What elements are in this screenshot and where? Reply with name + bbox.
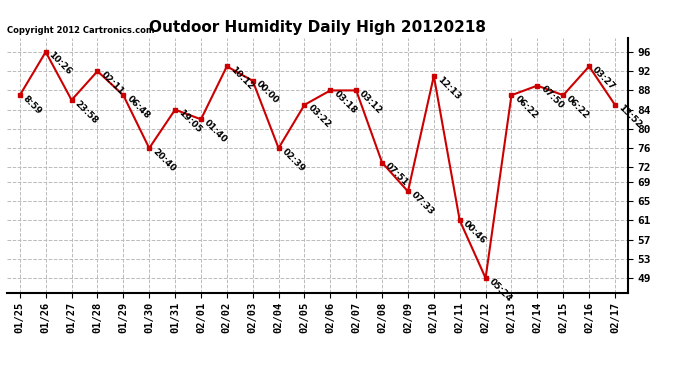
Text: 06:22: 06:22 [513,94,540,120]
Text: 03:12: 03:12 [357,89,384,116]
Title: Outdoor Humidity Daily High 20120218: Outdoor Humidity Daily High 20120218 [149,20,486,35]
Text: 8:59: 8:59 [21,94,43,116]
Text: 00:46: 00:46 [461,219,488,246]
Text: 02:11: 02:11 [99,70,126,96]
Text: 10:12: 10:12 [228,65,255,92]
Text: 13:52: 13:52 [616,104,643,130]
Text: 19:05: 19:05 [177,108,203,135]
Text: 10:26: 10:26 [47,51,74,77]
Text: Copyright 2012 Cartronics.com: Copyright 2012 Cartronics.com [7,26,155,35]
Text: 03:18: 03:18 [332,89,358,116]
Text: 12:13: 12:13 [435,75,462,101]
Text: 07:33: 07:33 [409,190,436,217]
Text: 02:39: 02:39 [280,147,306,173]
Text: 03:22: 03:22 [306,104,333,130]
Text: 00:00: 00:00 [254,80,280,106]
Text: 05:24: 05:24 [487,277,513,303]
Text: 03:27: 03:27 [591,65,617,92]
Text: 07:51: 07:51 [384,161,410,188]
Text: 01:40: 01:40 [202,118,229,144]
Text: 07:50: 07:50 [539,84,565,111]
Text: 06:48: 06:48 [125,94,151,120]
Text: 20:40: 20:40 [150,147,177,173]
Text: 23:58: 23:58 [73,99,99,125]
Text: 06:22: 06:22 [564,94,591,120]
